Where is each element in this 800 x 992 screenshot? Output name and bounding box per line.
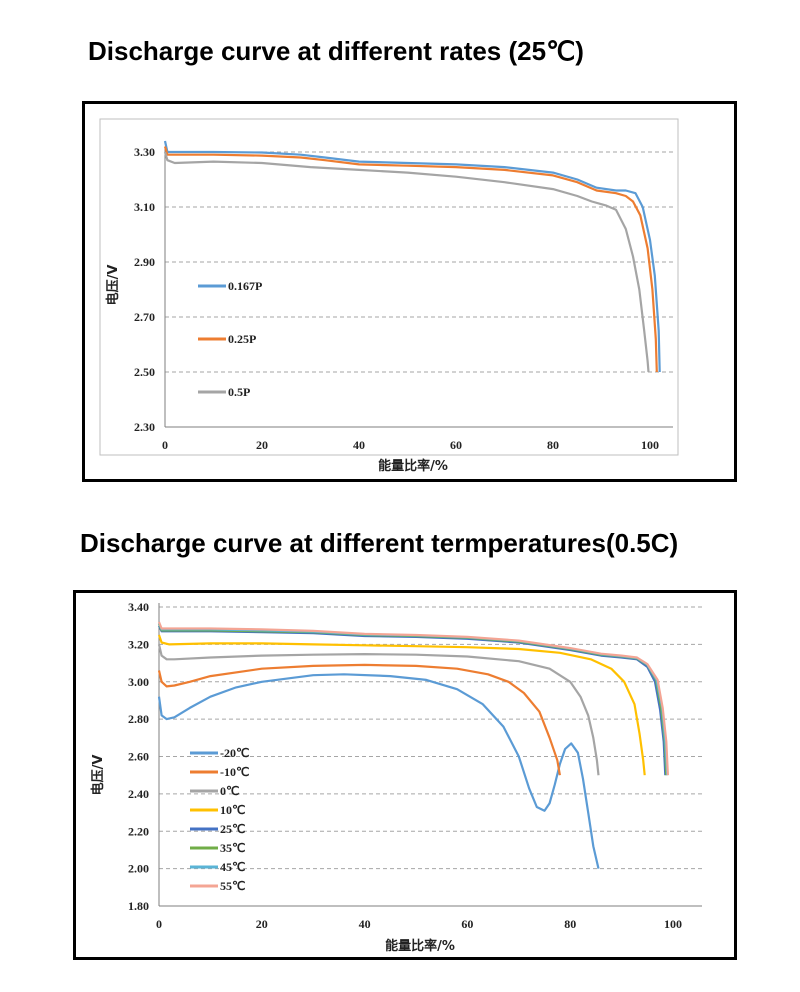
rate-xtick-label: 40 xyxy=(353,438,365,452)
legend-label-0.167P: 0.167P xyxy=(228,279,262,293)
rate-ytick-label: 2.30 xyxy=(134,420,155,434)
series-line-0.25P xyxy=(163,146,658,373)
rate-xtick-label: 0 xyxy=(162,438,168,452)
legend-label-0.5P: 0.5P xyxy=(228,385,250,399)
series-line-0.167P xyxy=(163,140,661,373)
rate-legend: 0.167P 0.25P 0.5P xyxy=(198,279,262,399)
rate-series-group xyxy=(163,140,661,373)
rate-ytick-label: 2.50 xyxy=(134,365,155,379)
rate-xtick-label: 60 xyxy=(450,438,462,452)
rate-plot-area xyxy=(99,118,679,456)
chart-title-temperatures: Discharge curve at different termperatur… xyxy=(80,528,679,558)
rate-y-axis-label: 电压/V xyxy=(105,265,121,306)
rate-axes: 2.30 2.50 2.70 2.90 3.10 3.30 0 20 40 60 80 100 能量比率… xyxy=(99,118,679,474)
rate-ytick-label: 3.30 xyxy=(134,145,155,159)
series-line-0.5P xyxy=(163,151,650,373)
rate-ytick-label: 2.70 xyxy=(134,310,155,324)
rate-x-axis-label: 能量比率/% xyxy=(378,458,448,474)
chart-frame-rates xyxy=(82,101,737,482)
rate-xtick-label: 80 xyxy=(547,438,559,452)
rate-ytick-label: 3.10 xyxy=(134,200,155,214)
rate-ytick-label: 2.90 xyxy=(134,255,155,269)
legend-label-0.25P: 0.25P xyxy=(228,332,256,346)
chart-title-rates: Discharge curve at different rates (25℃) xyxy=(88,36,584,66)
rate-xtick-label: 20 xyxy=(256,438,268,452)
chart-frame-temperatures xyxy=(73,590,737,960)
rate-xtick-label: 100 xyxy=(641,438,659,452)
